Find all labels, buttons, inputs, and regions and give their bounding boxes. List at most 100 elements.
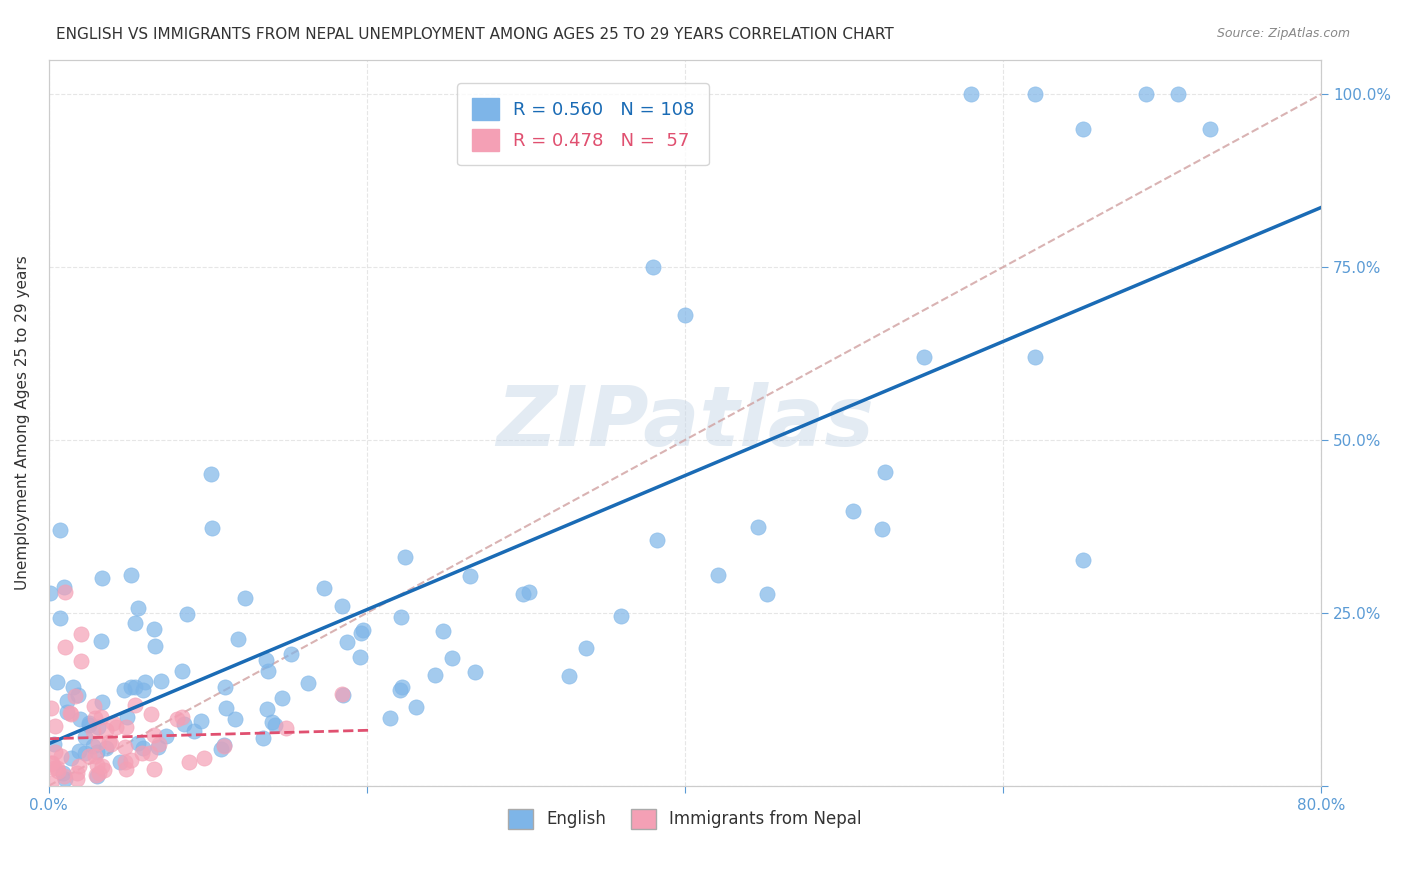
Point <box>86 769 108 783</box>
Point <box>394 549 416 564</box>
Point <box>39 756 62 770</box>
Point <box>56 694 79 708</box>
Point <box>124 698 146 713</box>
Point <box>254 652 277 666</box>
Point <box>63 689 86 703</box>
Point <box>209 742 232 756</box>
Legend: English, Immigrants from Nepal: English, Immigrants from Nepal <box>502 802 869 836</box>
Point <box>73 746 96 760</box>
Point <box>256 702 278 716</box>
Point <box>260 715 283 730</box>
Text: Source: ZipAtlas.com: Source: ZipAtlas.com <box>1216 27 1350 40</box>
Point <box>143 728 166 742</box>
Point <box>94 740 117 755</box>
Point <box>464 665 486 680</box>
Point <box>755 587 778 601</box>
Point <box>673 309 696 323</box>
Point <box>912 350 935 364</box>
Point <box>233 591 256 605</box>
Point <box>44 761 66 775</box>
Point <box>53 772 76 786</box>
Point <box>143 622 166 636</box>
Point <box>432 624 454 639</box>
Point <box>108 755 131 769</box>
Point <box>1071 553 1094 567</box>
Point <box>82 739 104 753</box>
Point <box>66 772 89 786</box>
Point <box>117 709 139 723</box>
Point <box>53 640 76 655</box>
Point <box>86 745 108 759</box>
Point <box>1198 121 1220 136</box>
Point <box>645 533 668 548</box>
Point <box>172 709 194 723</box>
Point <box>84 767 107 781</box>
Point <box>212 738 235 752</box>
Point <box>124 615 146 630</box>
Point <box>100 737 122 751</box>
Point <box>124 681 146 695</box>
Point <box>842 504 865 518</box>
Point <box>52 766 75 780</box>
Point <box>49 748 72 763</box>
Point <box>44 719 66 733</box>
Point <box>90 633 112 648</box>
Point <box>512 587 534 601</box>
Point <box>707 567 730 582</box>
Point <box>59 706 82 721</box>
Point <box>112 683 135 698</box>
Point <box>1167 87 1189 102</box>
Point <box>252 731 274 745</box>
Point <box>120 680 142 694</box>
Point <box>610 608 633 623</box>
Point <box>312 581 335 595</box>
Point <box>263 718 285 732</box>
Point <box>405 699 427 714</box>
Point <box>59 707 82 722</box>
Point <box>98 735 121 749</box>
Point <box>114 740 136 755</box>
Point <box>352 623 374 637</box>
Point <box>82 724 104 739</box>
Point <box>86 721 108 735</box>
Point <box>558 669 581 683</box>
Text: ENGLISH VS IMMIGRANTS FROM NEPAL UNEMPLOYMENT AMONG AGES 25 TO 29 YEARS CORRELAT: ENGLISH VS IMMIGRANTS FROM NEPAL UNEMPLO… <box>56 27 894 42</box>
Point <box>66 765 89 780</box>
Point <box>53 585 76 599</box>
Point <box>332 688 354 702</box>
Point <box>143 639 166 653</box>
Point <box>349 650 371 665</box>
Point <box>270 690 292 705</box>
Point <box>1024 87 1046 102</box>
Point <box>131 741 153 756</box>
Point <box>67 689 90 703</box>
Point <box>120 568 142 582</box>
Point <box>517 585 540 599</box>
Point <box>440 651 463 665</box>
Point <box>134 675 156 690</box>
Point <box>62 680 84 694</box>
Point <box>139 746 162 760</box>
Point <box>94 723 117 738</box>
Point <box>200 467 222 481</box>
Point <box>1071 121 1094 136</box>
Point <box>77 716 100 731</box>
Point <box>870 522 893 536</box>
Point <box>214 680 236 694</box>
Point <box>127 736 149 750</box>
Point <box>91 759 114 773</box>
Point <box>103 715 125 730</box>
Point <box>350 626 373 640</box>
Point <box>46 675 69 690</box>
Point <box>226 632 249 647</box>
Point <box>42 738 65 752</box>
Point <box>143 762 166 776</box>
Point <box>77 718 100 732</box>
Point <box>44 745 66 759</box>
Point <box>73 730 96 744</box>
Point <box>39 776 62 790</box>
Point <box>115 720 138 734</box>
Point <box>90 570 112 584</box>
Point <box>330 687 353 701</box>
Point <box>39 701 62 715</box>
